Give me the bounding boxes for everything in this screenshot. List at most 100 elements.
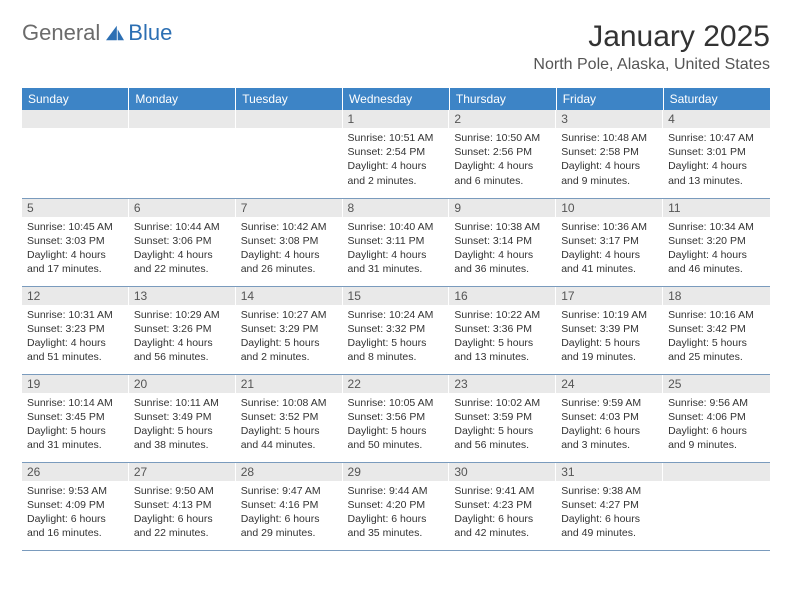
brand-part2: Blue <box>128 20 172 46</box>
day-number: 15 <box>343 287 450 305</box>
calendar-cell: 8Sunrise: 10:40 AMSunset: 3:11 PMDayligh… <box>343 198 450 286</box>
calendar-cell: 23Sunrise: 10:02 AMSunset: 3:59 PMDaylig… <box>449 374 556 462</box>
day-data: Sunrise: 10:31 AMSunset: 3:23 PMDaylight… <box>22 305 129 370</box>
calendar-cell <box>129 110 236 198</box>
calendar-cell: 7Sunrise: 10:42 AMSunset: 3:08 PMDayligh… <box>236 198 343 286</box>
day-data: Sunrise: 10:05 AMSunset: 3:56 PMDaylight… <box>343 393 450 458</box>
calendar-cell: 20Sunrise: 10:11 AMSunset: 3:49 PMDaylig… <box>129 374 236 462</box>
day-data: Sunrise: 10:11 AMSunset: 3:49 PMDaylight… <box>129 393 236 458</box>
day-data: Sunrise: 9:56 AMSunset: 4:06 PMDaylight:… <box>663 393 770 458</box>
sunrise-text: Sunrise: 9:59 AM <box>561 396 658 410</box>
sunset-text: Sunset: 3:26 PM <box>134 322 231 336</box>
sunrise-text: Sunrise: 10:22 AM <box>454 308 551 322</box>
daylight-text: Daylight: 5 hours and 8 minutes. <box>348 336 445 364</box>
sunset-text: Sunset: 3:03 PM <box>27 234 124 248</box>
sunset-text: Sunset: 4:27 PM <box>561 498 658 512</box>
day-number: 7 <box>236 199 343 217</box>
day-number: 26 <box>22 463 129 481</box>
sunrise-text: Sunrise: 9:41 AM <box>454 484 551 498</box>
calendar-cell: 22Sunrise: 10:05 AMSunset: 3:56 PMDaylig… <box>343 374 450 462</box>
sunset-text: Sunset: 2:54 PM <box>348 145 445 159</box>
day-number <box>663 463 770 481</box>
day-data: Sunrise: 10:40 AMSunset: 3:11 PMDaylight… <box>343 217 450 282</box>
day-number <box>236 110 343 128</box>
sunrise-text: Sunrise: 10:36 AM <box>561 220 658 234</box>
calendar-cell: 15Sunrise: 10:24 AMSunset: 3:32 PMDaylig… <box>343 286 450 374</box>
sunrise-text: Sunrise: 10:44 AM <box>134 220 231 234</box>
sunrise-text: Sunrise: 9:56 AM <box>668 396 765 410</box>
calendar-cell: 19Sunrise: 10:14 AMSunset: 3:45 PMDaylig… <box>22 374 129 462</box>
sunset-text: Sunset: 4:20 PM <box>348 498 445 512</box>
day-number: 2 <box>449 110 556 128</box>
day-number: 17 <box>556 287 663 305</box>
day-data: Sunrise: 10:38 AMSunset: 3:14 PMDaylight… <box>449 217 556 282</box>
sunrise-text: Sunrise: 10:48 AM <box>561 131 658 145</box>
sunset-text: Sunset: 4:09 PM <box>27 498 124 512</box>
calendar-cell: 2Sunrise: 10:50 AMSunset: 2:56 PMDayligh… <box>449 110 556 198</box>
daylight-text: Daylight: 4 hours and 13 minutes. <box>668 159 765 187</box>
day-number: 5 <box>22 199 129 217</box>
sunset-text: Sunset: 3:52 PM <box>241 410 338 424</box>
calendar-cell: 27Sunrise: 9:50 AMSunset: 4:13 PMDayligh… <box>129 462 236 550</box>
day-data: Sunrise: 10:34 AMSunset: 3:20 PMDaylight… <box>663 217 770 282</box>
day-number: 28 <box>236 463 343 481</box>
day-number: 24 <box>556 375 663 393</box>
sunset-text: Sunset: 3:42 PM <box>668 322 765 336</box>
sunrise-text: Sunrise: 9:38 AM <box>561 484 658 498</box>
brand-part1: General <box>22 20 100 46</box>
sunrise-text: Sunrise: 10:50 AM <box>454 131 551 145</box>
sunset-text: Sunset: 3:29 PM <box>241 322 338 336</box>
day-number: 27 <box>129 463 236 481</box>
day-data: Sunrise: 9:47 AMSunset: 4:16 PMDaylight:… <box>236 481 343 546</box>
day-number: 20 <box>129 375 236 393</box>
daylight-text: Daylight: 5 hours and 31 minutes. <box>27 424 124 452</box>
dayhead-tue: Tuesday <box>236 88 343 110</box>
sunset-text: Sunset: 4:23 PM <box>454 498 551 512</box>
daylight-text: Daylight: 6 hours and 29 minutes. <box>241 512 338 540</box>
sunrise-text: Sunrise: 10:05 AM <box>348 396 445 410</box>
daylight-text: Daylight: 5 hours and 50 minutes. <box>348 424 445 452</box>
daylight-text: Daylight: 4 hours and 22 minutes. <box>134 248 231 276</box>
sunrise-text: Sunrise: 9:50 AM <box>134 484 231 498</box>
calendar-week-row: 5Sunrise: 10:45 AMSunset: 3:03 PMDayligh… <box>22 198 770 286</box>
day-data: Sunrise: 9:44 AMSunset: 4:20 PMDaylight:… <box>343 481 450 546</box>
day-data: Sunrise: 10:48 AMSunset: 2:58 PMDaylight… <box>556 128 663 193</box>
calendar-cell <box>236 110 343 198</box>
sunset-text: Sunset: 3:59 PM <box>454 410 551 424</box>
sunrise-text: Sunrise: 10:47 AM <box>668 131 765 145</box>
daylight-text: Daylight: 5 hours and 13 minutes. <box>454 336 551 364</box>
calendar-week-row: 19Sunrise: 10:14 AMSunset: 3:45 PMDaylig… <box>22 374 770 462</box>
daylight-text: Daylight: 5 hours and 38 minutes. <box>134 424 231 452</box>
sunset-text: Sunset: 3:14 PM <box>454 234 551 248</box>
sunrise-text: Sunrise: 10:45 AM <box>27 220 124 234</box>
sunrise-text: Sunrise: 10:02 AM <box>454 396 551 410</box>
daylight-text: Daylight: 4 hours and 56 minutes. <box>134 336 231 364</box>
sunset-text: Sunset: 3:32 PM <box>348 322 445 336</box>
day-data: Sunrise: 10:29 AMSunset: 3:26 PMDaylight… <box>129 305 236 370</box>
calendar-cell: 3Sunrise: 10:48 AMSunset: 2:58 PMDayligh… <box>556 110 663 198</box>
sail-icon <box>104 24 126 42</box>
sunset-text: Sunset: 3:01 PM <box>668 145 765 159</box>
day-number: 18 <box>663 287 770 305</box>
day-data: Sunrise: 10:19 AMSunset: 3:39 PMDaylight… <box>556 305 663 370</box>
day-number: 6 <box>129 199 236 217</box>
day-data: Sunrise: 10:16 AMSunset: 3:42 PMDaylight… <box>663 305 770 370</box>
daylight-text: Daylight: 4 hours and 36 minutes. <box>454 248 551 276</box>
calendar-cell: 5 Sunrise: 10:45 AMSunset: 3:03 PMDayligh… <box>22 198 129 286</box>
calendar-cell: 24Sunrise: 9:59 AMSunset: 4:03 PMDayligh… <box>556 374 663 462</box>
month-title: January 2025 <box>533 20 770 54</box>
calendar-cell: 18Sunrise: 10:16 AMSunset: 3:42 PMDaylig… <box>663 286 770 374</box>
day-data: Sunrise: 10:51 AMSunset: 2:54 PMDaylight… <box>343 128 450 193</box>
calendar-cell: 28Sunrise: 9:47 AMSunset: 4:16 PMDayligh… <box>236 462 343 550</box>
day-number: 30 <box>449 463 556 481</box>
daylight-text: Daylight: 4 hours and 2 minutes. <box>348 159 445 187</box>
sunset-text: Sunset: 2:56 PM <box>454 145 551 159</box>
calendar-cell: 9Sunrise: 10:38 AMSunset: 3:14 PMDayligh… <box>449 198 556 286</box>
daylight-text: Daylight: 4 hours and 17 minutes. <box>27 248 124 276</box>
sunset-text: Sunset: 3:11 PM <box>348 234 445 248</box>
sunrise-text: Sunrise: 10:14 AM <box>27 396 124 410</box>
title-block: January 2025 North Pole, Alaska, United … <box>533 20 770 74</box>
daylight-text: Daylight: 4 hours and 9 minutes. <box>561 159 658 187</box>
day-data: Sunrise: 10:14 AMSunset: 3:45 PMDaylight… <box>22 393 129 458</box>
sunrise-text: Sunrise: 9:47 AM <box>241 484 338 498</box>
